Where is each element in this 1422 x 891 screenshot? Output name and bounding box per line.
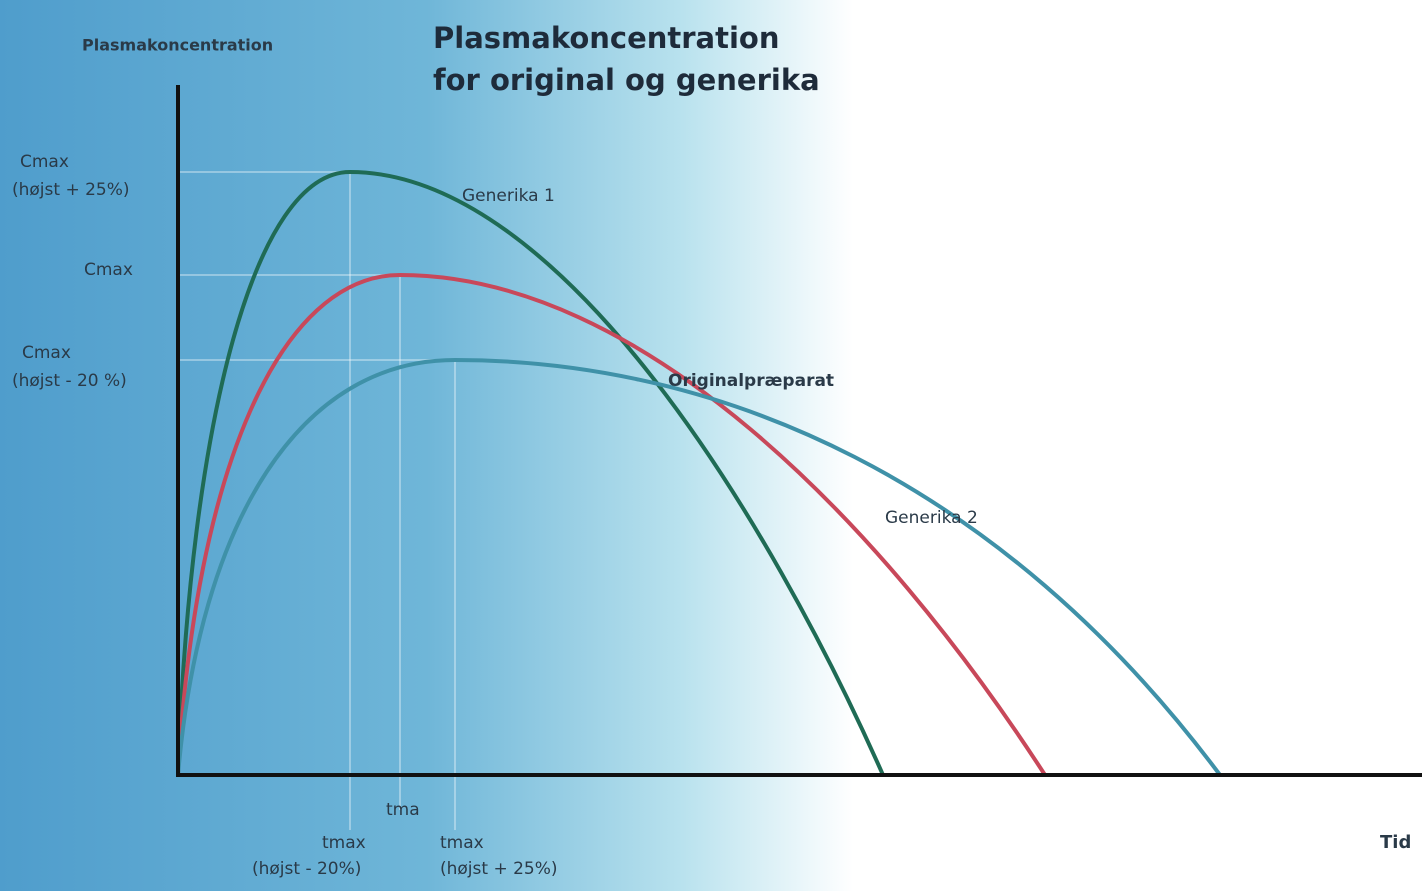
x-label: tma	[386, 800, 420, 820]
curve	[176, 357, 1222, 777]
y-label: (højst + 25%)	[12, 180, 130, 200]
curve-label: Originalpræparat	[668, 371, 834, 391]
curve-label: Generika 2	[885, 508, 978, 528]
y-label: Cmax	[22, 343, 71, 363]
x-label: tmax	[440, 833, 484, 853]
grid	[178, 171, 456, 830]
y-label: Cmax	[20, 152, 69, 172]
title-line: Plasmakoncentration	[433, 21, 780, 55]
y-label: (højst - 20 %)	[12, 371, 127, 391]
curve	[176, 272, 1047, 777]
curve-label: Generika 1	[462, 186, 555, 206]
x-axis-label: Tid	[1380, 832, 1411, 853]
y-axis-label: Plasmakoncentration	[82, 36, 273, 55]
title-line: for original og generika	[433, 63, 820, 97]
x-label: (højst + 25%)	[440, 859, 558, 879]
y-label: Cmax	[84, 260, 133, 280]
curve	[176, 169, 885, 776]
x-label: tmax	[322, 833, 366, 853]
x-label: (højst - 20%)	[252, 859, 361, 879]
